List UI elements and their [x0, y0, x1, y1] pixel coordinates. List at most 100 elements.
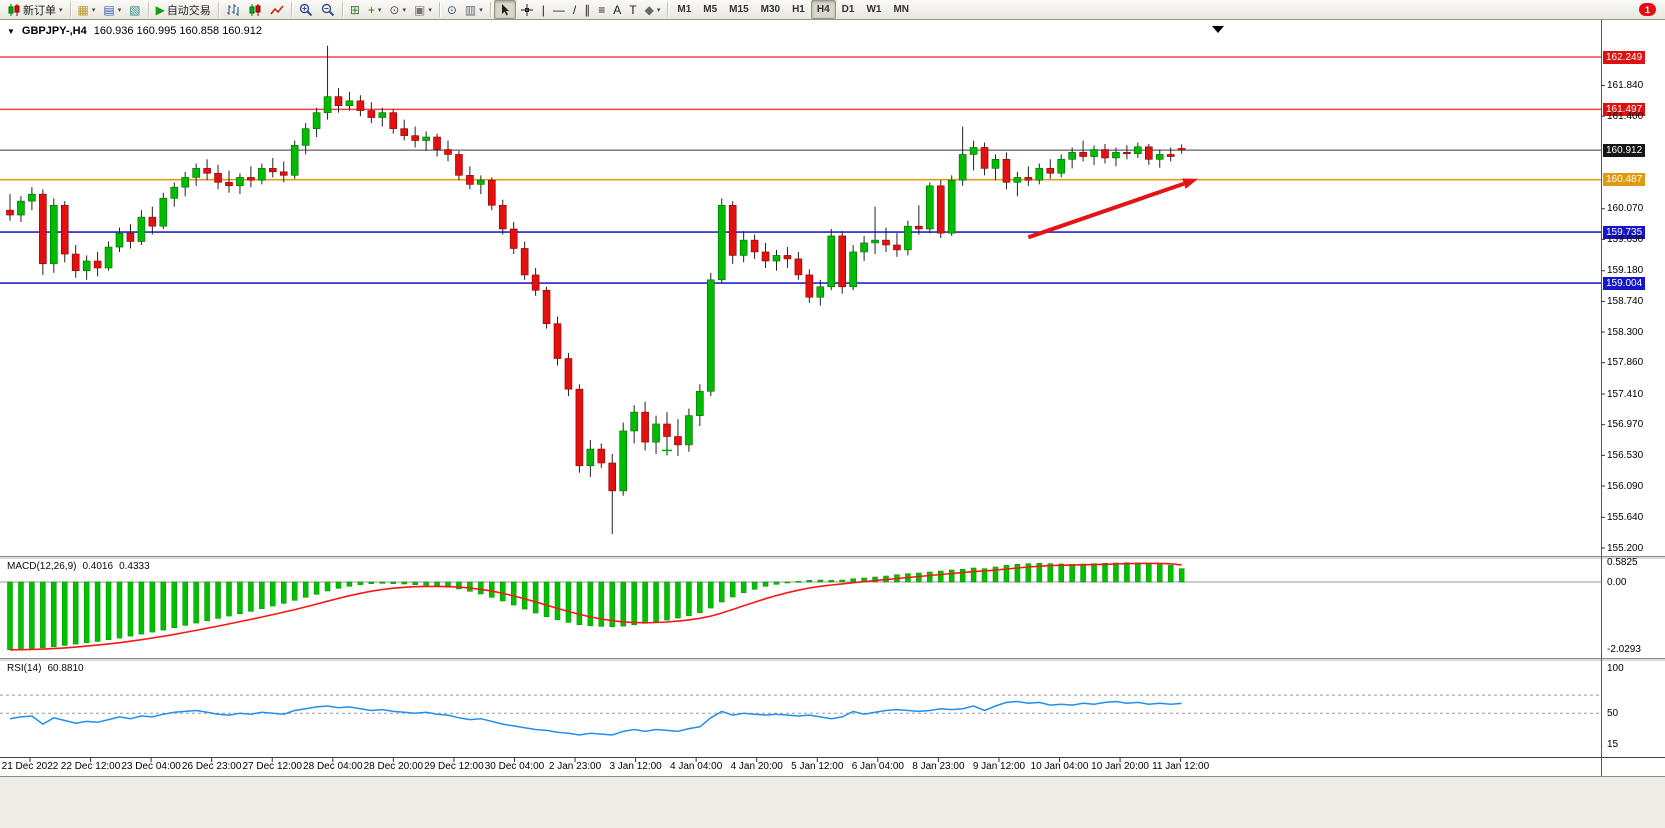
toolbar-separator	[341, 2, 343, 17]
chart-title: ▼ GBPJPY-,H4 160.936 160.995 160.858 160…	[7, 25, 262, 37]
tf-mn-label: MN	[893, 4, 910, 15]
periods-icon: ⊙	[389, 2, 400, 17]
time-label: 28 Dec 04:00	[303, 761, 363, 772]
screenshot-button[interactable]: ▥ ▾	[461, 0, 487, 19]
new-order-button[interactable]: 新订单 ▾	[3, 0, 67, 19]
toolbar-right: 1	[1639, 3, 1662, 16]
vertical-line-button[interactable]: |	[538, 0, 549, 19]
time-label: 2 Jan 23:00	[548, 761, 602, 772]
toolbar-separator	[69, 2, 71, 17]
macd-scale-label: 0.5825	[1607, 557, 1638, 568]
price-level-badge: 159.004	[1603, 276, 1646, 290]
chevron-down-icon: ▾	[656, 6, 661, 14]
tf-m15-label: M15	[729, 4, 749, 15]
profiles-icon: ▤	[103, 2, 115, 17]
horizontal-line-button[interactable]: —	[549, 0, 569, 19]
price-scale-label: 156.090	[1607, 480, 1644, 492]
zoom-out-button[interactable]	[317, 0, 339, 19]
tf-h4-label: H4	[816, 4, 830, 15]
indicators-button[interactable]: + ▾	[364, 0, 386, 19]
candle-chart-button[interactable]	[244, 0, 266, 19]
channel-button[interactable]: ∥	[580, 0, 594, 19]
fibonacci-button[interactable]: ≡	[594, 0, 609, 19]
clock-icon-button[interactable]: ⊙	[443, 0, 461, 19]
text-button[interactable]: A	[609, 0, 625, 19]
panel-separator[interactable]	[0, 658, 1665, 661]
arrows-button[interactable]: ◆ ▾	[641, 0, 665, 19]
toolbar-separator	[147, 2, 149, 17]
price-scale-label: 158.300	[1607, 326, 1644, 338]
zoom-in-button[interactable]	[295, 0, 317, 19]
notification-badge[interactable]: 1	[1639, 3, 1656, 16]
price-scale-label: 156.530	[1607, 449, 1644, 461]
label-icon: T	[629, 2, 637, 17]
tf-w1[interactable]: W1	[860, 0, 887, 19]
trendline-button[interactable]: /	[569, 0, 580, 19]
rsi-name: RSI(14)	[7, 663, 42, 674]
new-order-button-label: 新订单	[23, 4, 56, 17]
crosshair-button[interactable]	[516, 0, 538, 19]
label-button[interactable]: T	[625, 0, 640, 19]
time-axis[interactable]: 21 Dec 2022 22 Dec 12:00 23 Dec 04:00 26 De…	[0, 759, 1600, 775]
toolbar-separator	[489, 2, 491, 17]
price-level-badge: 161.497	[1603, 102, 1646, 116]
tf-d1[interactable]: D1	[836, 0, 861, 19]
tf-w1-label: W1	[866, 4, 882, 15]
new-chart-button[interactable]: ▦ ▾	[74, 0, 100, 19]
chevron-down-icon: ▾	[428, 6, 432, 14]
macd-signal-line	[9, 562, 1182, 651]
time-label: 3 Jan 12:00	[609, 761, 662, 772]
price-scale-label: 158.740	[1607, 295, 1644, 307]
rsi-panel-label: RSI(14) 60.8810	[7, 663, 84, 674]
time-label: 29 Dec 12:00	[424, 761, 484, 772]
toolbar-separator	[667, 2, 669, 17]
tf-m15[interactable]: M15	[723, 0, 754, 19]
cross-marker	[662, 445, 672, 456]
auto-trading-button[interactable]: ▶ 自动交易	[152, 0, 215, 19]
price-level-badge: 160.487	[1603, 173, 1646, 187]
horizontal-line-icon: —	[552, 2, 565, 17]
cursor-icon	[498, 3, 512, 17]
zoom-in-icon	[299, 3, 313, 17]
panel-separator[interactable]	[0, 556, 1665, 559]
line-chart-button[interactable]	[266, 0, 288, 19]
tf-m5[interactable]: M5	[697, 0, 723, 19]
new-chart-icon: ▦	[77, 2, 89, 17]
macd-histogram	[7, 562, 1185, 651]
auto-trading-button-label: 自动交易	[166, 4, 211, 17]
zoom-out-icon	[321, 3, 335, 17]
price-scale-label: 161.840	[1607, 80, 1644, 91]
bar-chart-button[interactable]	[222, 0, 244, 19]
chart-dropdown-icon[interactable]: ▼	[7, 26, 15, 36]
trend-arrow[interactable]	[1027, 178, 1199, 240]
candles-layer	[6, 45, 1186, 535]
templates-icon: ▣	[413, 2, 426, 17]
chevron-down-icon: ▾	[117, 6, 122, 14]
main-toolbar: 新订单 ▾ ▦ ▾ ▤ ▾ ▧ ▶ 自动交易 ⊞ + ▾ ⊙ ▾ ▣ ▾ ⊙ ▥ ▾ | — / ∥ ≡ A T ◆ ▾ M1 M5 M15…	[0, 0, 1665, 20]
periods-button[interactable]: ⊙ ▾	[385, 0, 410, 19]
tf-m30[interactable]: M30	[755, 0, 786, 19]
price-scale-label: 159.180	[1607, 265, 1644, 277]
cursor-button[interactable]	[493, 0, 516, 19]
time-label: 10 Jan 20:00	[1091, 761, 1149, 772]
alerts-button[interactable]: ▧	[125, 0, 144, 19]
tf-m1-label: M1	[677, 4, 692, 15]
shift-marker-icon[interactable]	[1212, 26, 1224, 33]
time-label: 11 Jan 12:00	[1152, 761, 1210, 772]
macd-name: MACD(12,26,9)	[7, 561, 77, 572]
price-axis[interactable]: 162.249 161.840 161.497 161.400 160.912 160.4…	[1602, 20, 1664, 776]
tile-windows-button[interactable]: ⊞	[346, 0, 364, 19]
chart-canvas[interactable]	[0, 20, 1665, 828]
tf-m1[interactable]: M1	[671, 0, 697, 19]
macd-panel-label: MACD(12,26,9) 0.4016 0.4333	[7, 561, 150, 572]
profiles-button[interactable]: ▤ ▾	[99, 0, 125, 19]
tf-h4[interactable]: H4	[810, 0, 836, 19]
time-label: 8 Jan 23:00	[912, 761, 965, 772]
templates-button[interactable]: ▣ ▾	[410, 0, 436, 19]
tf-h1[interactable]: H1	[786, 0, 811, 19]
time-label: 26 Dec 23:00	[181, 761, 242, 772]
chevron-down-icon: ▾	[479, 6, 483, 14]
tf-mn[interactable]: MN	[887, 0, 915, 19]
crosshair-icon	[520, 3, 534, 17]
